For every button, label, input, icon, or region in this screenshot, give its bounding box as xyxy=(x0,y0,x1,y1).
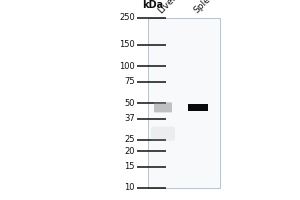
Text: 10: 10 xyxy=(124,184,135,192)
Text: Liver: Liver xyxy=(157,0,179,15)
Text: Spleen: Spleen xyxy=(192,0,220,15)
FancyBboxPatch shape xyxy=(188,104,208,111)
Text: kDa: kDa xyxy=(142,0,164,10)
Text: 75: 75 xyxy=(124,77,135,86)
Text: 150: 150 xyxy=(119,40,135,49)
FancyBboxPatch shape xyxy=(151,127,175,141)
Text: 25: 25 xyxy=(124,135,135,144)
Text: 20: 20 xyxy=(124,147,135,156)
Text: 100: 100 xyxy=(119,62,135,71)
Bar xyxy=(148,18,220,188)
Text: 50: 50 xyxy=(124,98,135,108)
Text: 37: 37 xyxy=(124,114,135,123)
FancyBboxPatch shape xyxy=(154,102,172,112)
Text: 250: 250 xyxy=(119,14,135,22)
Text: 15: 15 xyxy=(124,162,135,171)
